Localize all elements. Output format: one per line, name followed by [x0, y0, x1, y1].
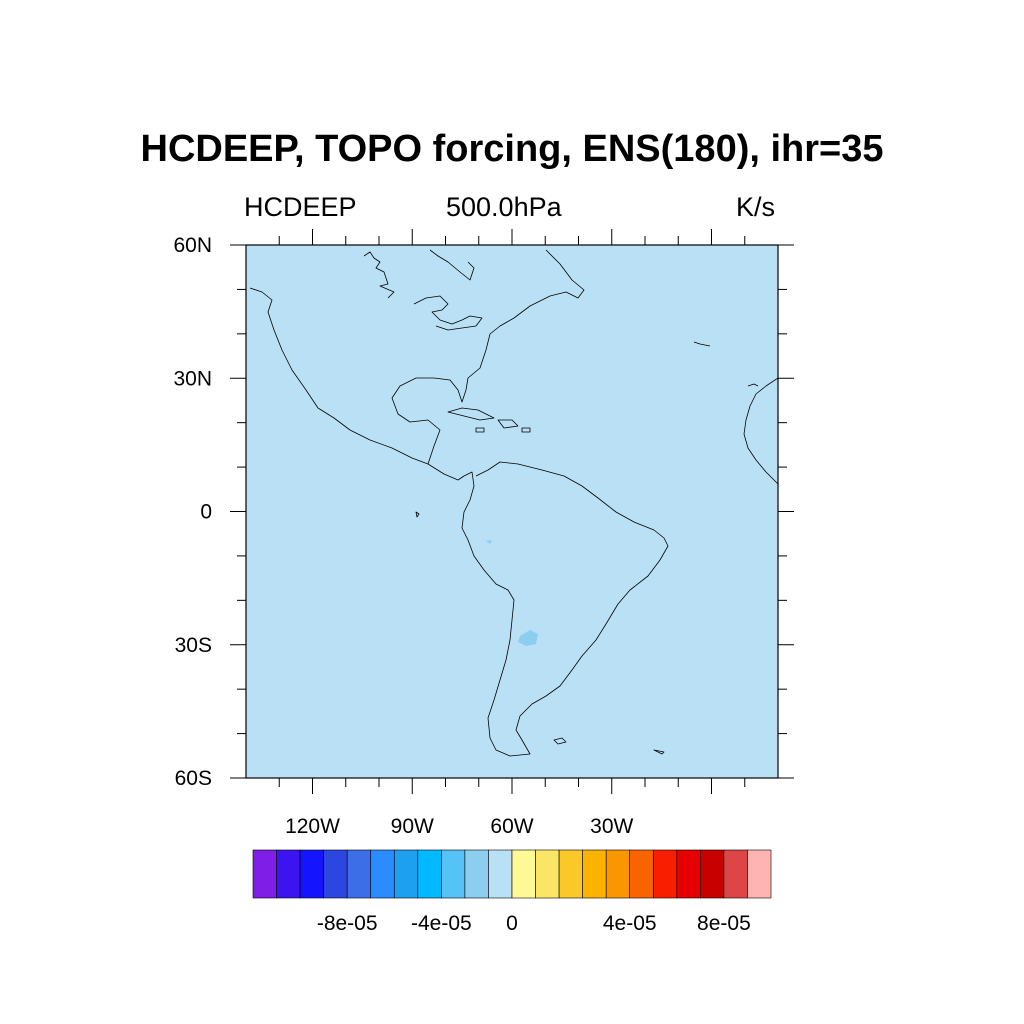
gulf-east-coast [391, 249, 585, 465]
contour-patch-argentina [518, 630, 538, 646]
galapagos [415, 511, 420, 518]
africa-coastline [743, 377, 779, 485]
lat-tick-label: 0 [200, 501, 212, 524]
subtitle-center: 500.0hPa [446, 192, 562, 222]
hudson-bay [429, 249, 475, 281]
map-area: 60N 30N 0 30S 60S 120W 90W 60W 30W [173, 229, 794, 838]
latitude-ticks: 60N 30N 0 30S 60S [173, 234, 794, 790]
colorbar-swatch [511, 849, 536, 899]
colorbar-swatch [276, 849, 301, 899]
cuba [447, 407, 495, 421]
south-georgia [653, 749, 665, 755]
colorbar-swatch [299, 849, 324, 899]
colorbar: -8e-05 -4e-05 0 4e-05 8e-05 [252, 849, 772, 935]
colorbar-swatch [723, 849, 748, 899]
lat-tick-label: 60S [175, 767, 212, 790]
plot-title: HCDEEP, TOPO forcing, ENS(180), ihr=35 [140, 128, 884, 170]
colorbar-swatch [417, 849, 442, 899]
lat-tick-label: 30S [175, 634, 212, 657]
colorbar-swatch [488, 849, 513, 899]
colorbar-swatch [700, 849, 725, 899]
colorbar-swatch [652, 849, 678, 899]
colorbar-label: -4e-05 [411, 912, 472, 935]
lat-tick-label: 60N [173, 234, 212, 257]
colorbar-swatch [676, 849, 701, 899]
arctic-islands [363, 251, 395, 299]
colorbar-swatch [370, 849, 395, 899]
longitude-ticks: 120W 90W 60W 30W [278, 229, 746, 838]
colorbar-swatch [629, 849, 654, 899]
map-background [246, 245, 778, 778]
lon-tick-label: 30W [590, 815, 633, 838]
colorbar-swatch [464, 849, 489, 899]
azores [693, 341, 711, 347]
colorbar-swatch [582, 849, 607, 899]
coastlines [249, 249, 779, 757]
subtitle-left: HCDEEP [244, 192, 357, 222]
lon-tick-label: 120W [285, 815, 340, 838]
colorbar-swatch [535, 849, 560, 899]
americas-coastline [249, 287, 669, 757]
colorbar-swatch [747, 849, 772, 899]
canary-islands [747, 383, 759, 387]
colorbar-swatch [441, 849, 466, 899]
lon-tick-label: 90W [391, 815, 434, 838]
colorbar-label: 8e-05 [697, 912, 751, 935]
colorbar-swatch [346, 849, 372, 899]
colorbar-swatch [252, 849, 277, 899]
colorbar-swatch [558, 849, 583, 899]
lon-tick-label: 60W [490, 815, 533, 838]
hispaniola [497, 419, 519, 429]
colorbar-swatch [323, 849, 348, 899]
colorbar-label: -8e-05 [317, 912, 378, 935]
colorbar-swatch [393, 849, 419, 899]
subtitle-right: K/s [736, 192, 776, 222]
puerto-rico [521, 427, 531, 433]
falklands [553, 737, 567, 745]
colorbar-label: 0 [506, 912, 518, 935]
colorbar-swatch [605, 849, 631, 899]
lat-tick-label: 30N [173, 367, 212, 390]
contour-patch-andes [486, 540, 492, 544]
great-lakes [413, 295, 483, 331]
jamaica [475, 427, 485, 433]
colorbar-label: 4e-05 [603, 912, 657, 935]
